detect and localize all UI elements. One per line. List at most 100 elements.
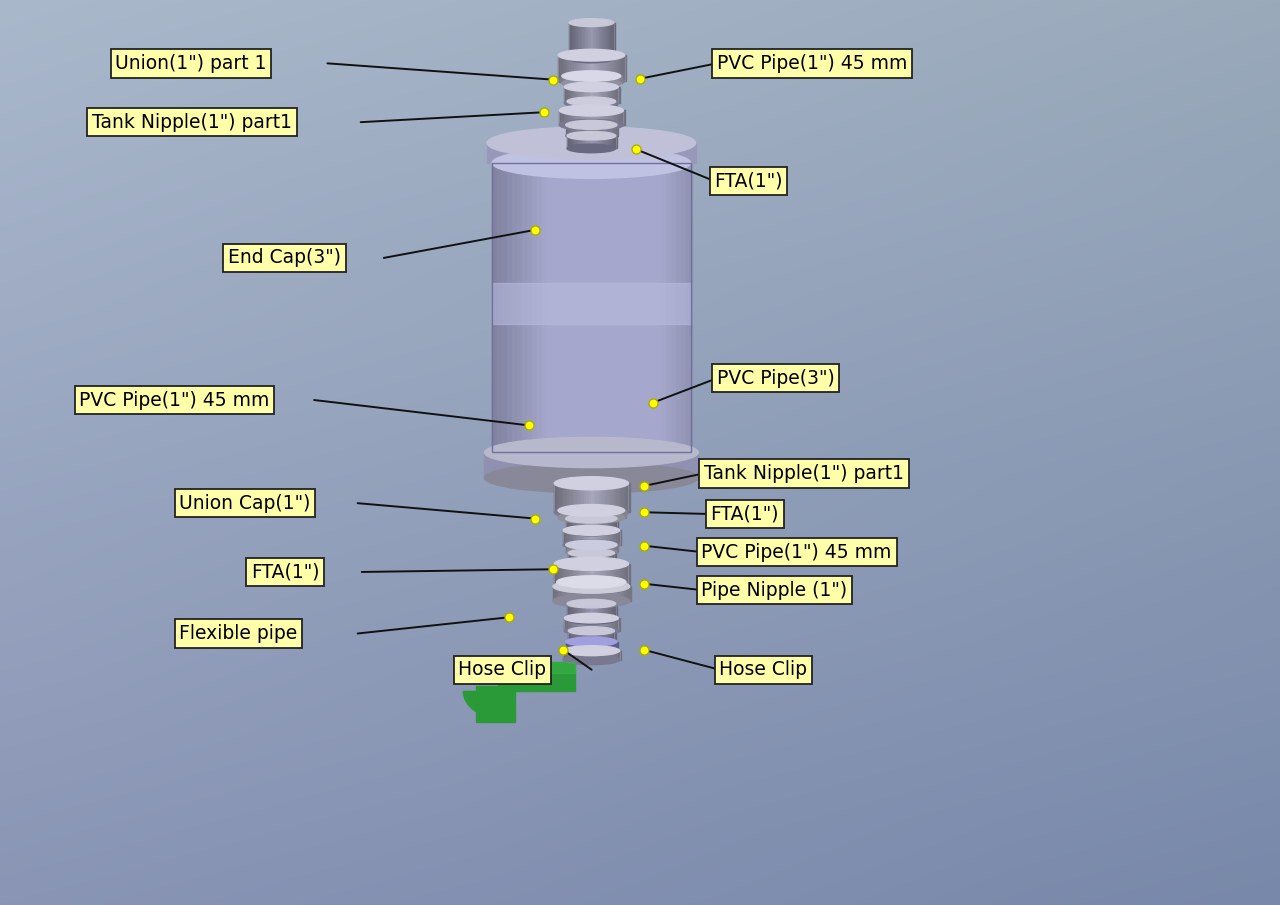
Bar <box>616 510 620 518</box>
Ellipse shape <box>562 71 621 81</box>
Bar <box>589 631 591 642</box>
Bar <box>621 582 625 587</box>
Bar <box>609 604 612 620</box>
Bar <box>611 101 613 112</box>
Bar <box>584 651 588 660</box>
Bar <box>602 163 608 452</box>
Bar <box>564 530 568 545</box>
Bar <box>577 101 580 112</box>
Bar <box>586 23 590 59</box>
Bar <box>570 76 573 83</box>
Bar <box>604 101 607 112</box>
Bar <box>568 651 572 660</box>
Bar <box>570 483 573 512</box>
Bar <box>603 136 605 148</box>
Bar <box>591 642 594 651</box>
Bar <box>591 163 598 452</box>
Bar <box>599 23 602 59</box>
Bar <box>603 530 605 545</box>
Ellipse shape <box>566 120 617 129</box>
Bar <box>607 110 609 125</box>
Bar <box>617 87 620 103</box>
Bar <box>600 530 604 545</box>
Bar <box>620 110 622 125</box>
Bar <box>576 76 579 83</box>
Bar <box>567 519 571 531</box>
Bar <box>577 642 581 651</box>
Bar <box>602 76 604 83</box>
Bar <box>612 136 616 148</box>
Bar <box>621 483 625 512</box>
Bar <box>604 510 608 518</box>
Bar <box>586 631 590 642</box>
Ellipse shape <box>486 127 696 159</box>
Bar <box>582 55 586 81</box>
Bar <box>612 519 614 531</box>
Bar <box>595 519 598 531</box>
Bar <box>605 618 609 631</box>
Ellipse shape <box>562 78 621 89</box>
Bar <box>570 545 572 552</box>
Bar <box>589 110 593 125</box>
Bar <box>596 101 599 112</box>
Bar <box>582 87 585 103</box>
Bar <box>575 125 577 136</box>
Bar <box>580 510 584 518</box>
Bar <box>593 519 596 531</box>
Bar <box>568 586 572 601</box>
Bar <box>600 631 603 642</box>
Bar <box>586 642 589 651</box>
Ellipse shape <box>566 548 617 557</box>
Bar <box>591 553 594 566</box>
Bar <box>595 545 598 552</box>
Bar <box>620 586 623 601</box>
Bar <box>603 604 605 620</box>
Bar <box>596 586 600 601</box>
Bar <box>573 604 576 620</box>
Bar <box>588 87 591 103</box>
Bar <box>616 545 618 552</box>
Bar <box>588 136 591 148</box>
Bar <box>564 55 568 81</box>
Bar <box>600 23 603 59</box>
Bar <box>591 618 594 631</box>
Bar <box>600 618 603 631</box>
Bar <box>600 87 603 103</box>
Bar <box>581 564 585 587</box>
Bar <box>527 163 534 452</box>
Bar <box>559 582 563 587</box>
Bar <box>572 618 575 631</box>
Bar <box>609 553 613 566</box>
Bar <box>671 163 677 452</box>
Bar <box>599 530 602 545</box>
Bar <box>582 618 585 631</box>
Bar <box>588 604 591 620</box>
Bar <box>608 125 612 136</box>
Bar <box>577 76 581 83</box>
Bar <box>572 519 576 531</box>
Bar <box>590 618 593 631</box>
Bar <box>571 553 575 566</box>
Bar <box>570 125 572 136</box>
Bar <box>568 631 571 642</box>
Ellipse shape <box>564 614 618 623</box>
Bar <box>558 55 625 81</box>
Bar <box>600 651 604 660</box>
Bar <box>564 510 568 518</box>
Ellipse shape <box>558 512 625 523</box>
Ellipse shape <box>567 599 616 608</box>
Bar <box>650 163 657 452</box>
Bar <box>589 586 593 601</box>
Bar <box>613 76 616 83</box>
Bar <box>590 530 593 545</box>
Ellipse shape <box>564 99 618 108</box>
Bar <box>609 101 612 112</box>
Bar <box>618 483 622 512</box>
Bar <box>562 110 564 125</box>
Bar <box>612 510 614 518</box>
Bar <box>602 519 604 531</box>
Bar <box>571 604 573 620</box>
Bar <box>498 662 575 691</box>
Bar <box>593 125 596 136</box>
Bar <box>563 586 567 601</box>
